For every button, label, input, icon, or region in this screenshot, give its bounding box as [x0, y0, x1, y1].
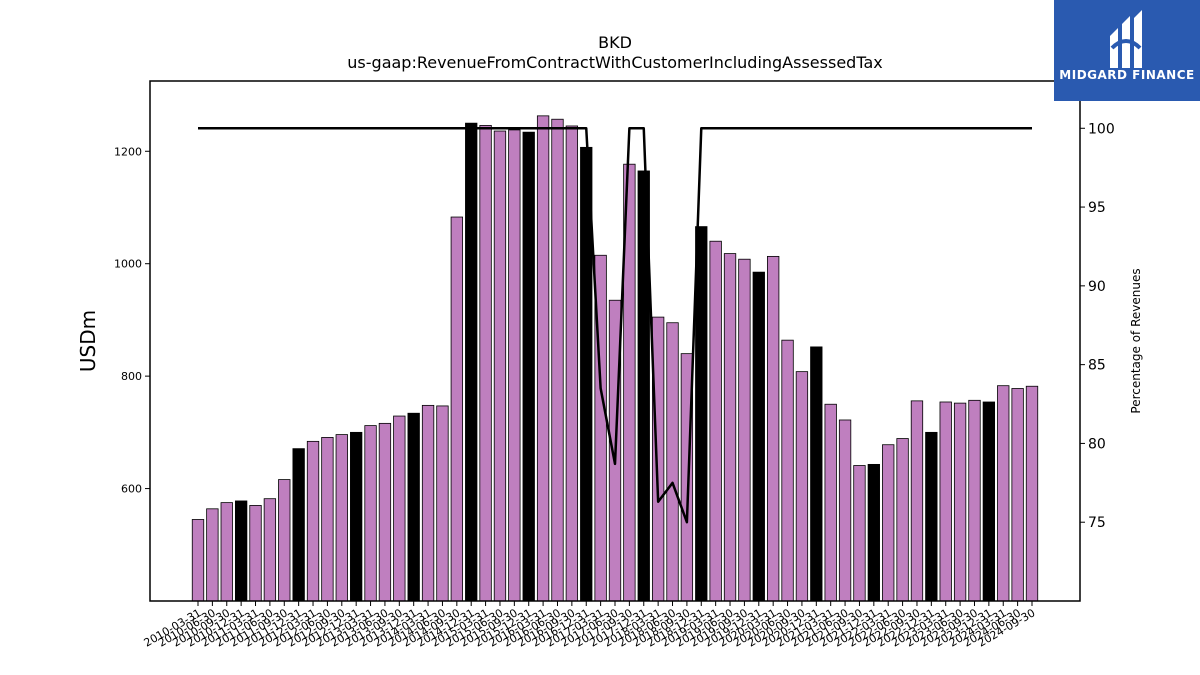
brand-logo: MIDGARD FINANCE	[1054, 0, 1200, 101]
bar	[220, 502, 233, 602]
bar	[925, 431, 938, 602]
y2-tick-label: 90	[1088, 279, 1106, 295]
bar	[709, 240, 722, 602]
bar	[968, 399, 981, 602]
bar	[997, 385, 1010, 602]
bar	[191, 519, 205, 602]
bar	[651, 316, 665, 602]
bar	[781, 339, 794, 602]
bar	[407, 412, 420, 602]
bar	[752, 271, 765, 602]
bar	[493, 130, 507, 602]
bar	[522, 131, 535, 602]
y2-axis-label: Percentage of Revenues	[1129, 268, 1143, 413]
midgard-logo-icon	[1110, 10, 1142, 68]
bar	[666, 322, 679, 602]
bar	[982, 401, 996, 602]
series-line	[198, 127, 1032, 524]
bar	[278, 479, 291, 602]
y-tick-label: 1200	[114, 145, 142, 158]
bar	[364, 425, 377, 602]
y2-tick-label: 85	[1088, 358, 1106, 374]
bar	[910, 400, 924, 602]
bar	[767, 255, 780, 602]
bar	[695, 226, 708, 602]
y-tick-label: 600	[121, 483, 142, 496]
chart-title: BKD	[598, 33, 632, 52]
bar	[465, 122, 478, 602]
bar	[896, 438, 909, 602]
bar	[824, 403, 837, 602]
bar	[378, 422, 392, 602]
bar	[234, 500, 248, 602]
bar	[321, 437, 334, 602]
bar	[350, 431, 363, 602]
bar	[436, 405, 449, 602]
bar	[393, 415, 406, 602]
bar	[263, 498, 277, 602]
y-tick-label: 1000	[114, 258, 142, 271]
bar	[1011, 388, 1024, 602]
bar	[450, 216, 463, 602]
bar	[810, 346, 823, 602]
y-axis-label: USDm	[76, 310, 100, 372]
y2-tick-label: 75	[1088, 515, 1106, 531]
bar	[206, 508, 219, 602]
bar	[508, 129, 521, 602]
bar	[551, 118, 564, 602]
bar	[565, 125, 579, 602]
bar	[479, 125, 492, 602]
bar	[723, 253, 737, 602]
bar	[939, 401, 952, 602]
bar	[795, 371, 809, 602]
bar	[738, 258, 751, 602]
y2-tick-label: 100	[1088, 121, 1115, 137]
bar	[853, 465, 866, 602]
bar	[838, 419, 852, 602]
bar	[536, 115, 550, 602]
bar	[292, 448, 305, 602]
bar	[1025, 385, 1039, 602]
y2-tick-label: 95	[1088, 200, 1106, 216]
bar	[335, 434, 348, 602]
bar	[421, 404, 435, 602]
chart-subtitle: us-gaap:RevenueFromContractWithCustomerI…	[347, 53, 883, 72]
brand-logo-text: MIDGARD FINANCE	[1059, 68, 1195, 82]
y2-tick-label: 80	[1088, 436, 1106, 452]
bar	[882, 444, 895, 602]
y-tick-label: 800	[121, 370, 142, 383]
bar	[306, 440, 320, 602]
bar	[953, 402, 967, 602]
bar	[249, 505, 262, 602]
bar	[867, 463, 880, 602]
